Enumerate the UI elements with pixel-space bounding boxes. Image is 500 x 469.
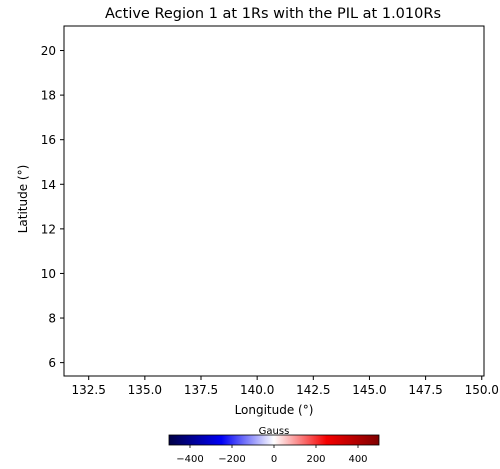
colorbar-ticks: −400 −200 0 200 400: [176, 445, 368, 465]
y-tick-label: 8: [48, 312, 56, 326]
x-axis: 132.5 135.0 137.5 140.0 142.5 145.0 147.5 150.0: [72, 376, 499, 397]
y-tick-label: 10: [41, 267, 56, 281]
y-tick-label: 18: [41, 89, 56, 103]
colorbar-tick-label: 400: [348, 454, 367, 465]
y-tick-label: 6: [48, 356, 56, 370]
y-tick-label: 12: [41, 222, 56, 236]
x-tick-label: 147.5: [408, 383, 442, 397]
colorbar-label: Gauss: [259, 426, 290, 437]
plot-area: [63, 25, 485, 377]
x-tick-label: 140.0: [240, 383, 274, 397]
x-tick-label: 145.0: [352, 383, 386, 397]
colorbar: Gauss −400 −200 0 200 400: [168, 426, 380, 465]
y-axis: 6 8 10 12 14 16 18 20: [41, 44, 64, 370]
colorbar-tick-label: −200: [218, 454, 245, 465]
chart-title: Active Region 1 at 1Rs with the PIL at 1…: [105, 6, 441, 22]
colorbar-gradient: [168, 434, 380, 446]
y-axis-label: Latitude (°): [16, 165, 30, 234]
y-tick-label: 14: [41, 178, 56, 192]
x-axis-label: Longitude (°): [235, 403, 314, 417]
x-tick-label: 135.0: [128, 383, 162, 397]
x-tick-label: 132.5: [72, 383, 106, 397]
x-tick-label: 150.0: [465, 383, 499, 397]
colorbar-tick-label: −400: [176, 454, 203, 465]
x-tick-label: 137.5: [184, 383, 218, 397]
y-tick-label: 20: [41, 44, 56, 58]
colorbar-tick-label: 200: [306, 454, 325, 465]
y-tick-label: 16: [41, 133, 56, 147]
colorbar-tick-label: 0: [271, 454, 277, 465]
x-tick-label: 142.5: [296, 383, 330, 397]
